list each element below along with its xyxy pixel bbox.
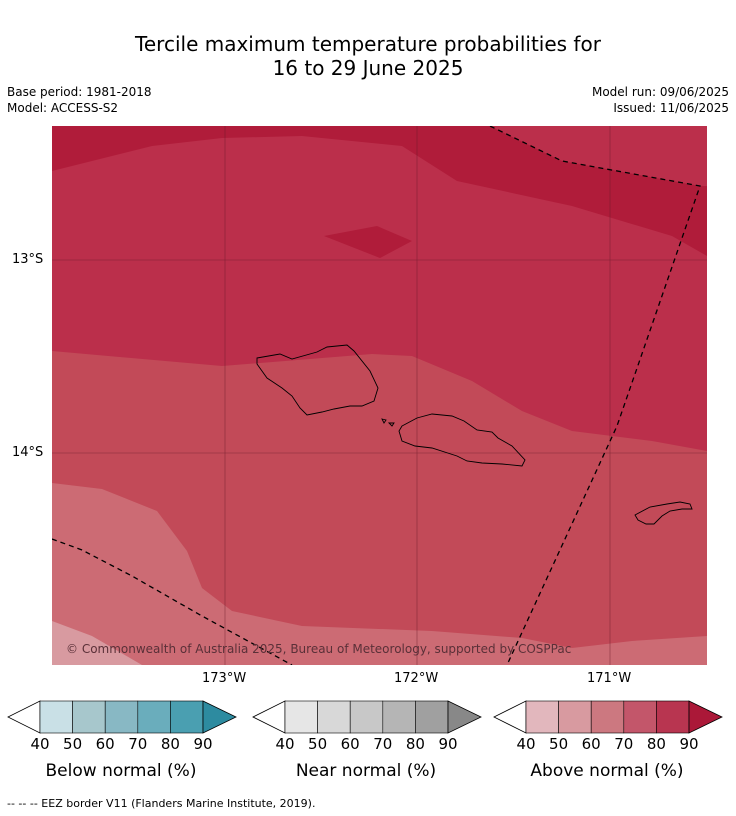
below-normal-colorbar-cell <box>104 700 139 734</box>
island-upolu <box>398 413 526 467</box>
eez-border <box>52 126 701 665</box>
near-normal-colorbar-tick: 60 <box>340 735 360 753</box>
lon-tick-172w: 172°W <box>394 671 439 686</box>
below-normal-colorbar-tick: 70 <box>128 735 148 753</box>
near-normal-label: Near normal (%) <box>295 761 437 781</box>
above-normal-colorbar-high-arrow <box>688 700 723 734</box>
island-apolima <box>387 422 395 427</box>
below-normal-colorbar-low-arrow <box>7 700 41 734</box>
above-normal-colorbar-tick: 80 <box>646 735 666 753</box>
model-name: Model: ACCESS-S2 <box>7 101 119 115</box>
probability-map: © Commonwealth of Australia 2025, Bureau… <box>52 126 707 665</box>
near-normal-colorbar-tick: 40 <box>275 735 295 753</box>
region-above-90-patch <box>324 226 412 258</box>
island-savaii <box>256 344 379 416</box>
lat-tick-14s: 14°S <box>12 445 44 460</box>
eez-border-southwest <box>52 538 293 665</box>
above-normal-colorbar-cell <box>656 700 690 734</box>
above-normal-colorbar-tick: 70 <box>614 735 634 753</box>
near-normal-colorbar-low-arrow <box>252 700 286 734</box>
graticule <box>52 126 707 665</box>
island-manono <box>381 418 387 424</box>
base-period: Base period: 1981-2018 <box>7 85 152 99</box>
lon-tick-173w: 173°W <box>202 671 247 686</box>
below-normal-colorbar-tick: 40 <box>30 735 50 753</box>
map-title-line1: Tercile maximum temperature probabilitie… <box>135 32 601 56</box>
below-normal-colorbar-tick: 50 <box>63 735 83 753</box>
near-normal-colorbar-tick: 70 <box>373 735 393 753</box>
above-normal-colorbar-cell <box>525 700 559 734</box>
near-normal-colorbar-cell <box>382 700 416 734</box>
below-normal-colorbar-cell <box>39 700 73 734</box>
below-normal-colorbar-tick: 80 <box>160 735 180 753</box>
region-above-90-north <box>52 126 707 256</box>
below-normal-colorbar-cell <box>137 700 171 734</box>
above-normal-colorbar-cell <box>558 700 592 734</box>
above-normal-colorbar-low-arrow <box>493 700 527 734</box>
near-normal-colorbar-tick: 80 <box>405 735 425 753</box>
near-normal-colorbar-cell <box>317 700 351 734</box>
issued-date: Issued: 11/06/2025 <box>613 101 729 115</box>
above-normal-colorbar-tick: 60 <box>581 735 601 753</box>
above-normal-label: Above normal (%) <box>530 761 684 781</box>
lon-tick-171w: 171°W <box>587 671 632 686</box>
near-normal-colorbar-cell <box>415 700 449 734</box>
near-normal-colorbar-cell <box>284 700 318 734</box>
eez-footnote: -- -- -- EEZ border V11 (Flanders Marine… <box>7 797 316 810</box>
near-normal-colorbar-high-arrow <box>447 700 482 734</box>
near-normal-colorbar-tick: 50 <box>308 735 328 753</box>
below-normal-label: Below normal (%) <box>45 761 197 781</box>
copyright-text: © Commonwealth of Australia 2025, Bureau… <box>66 642 571 656</box>
below-normal-colorbar-high-arrow <box>202 700 237 734</box>
above-normal-colorbar-tick: 90 <box>679 735 699 753</box>
island-tutuila <box>634 501 693 525</box>
below-normal-colorbar-tick: 60 <box>95 735 115 753</box>
region-above-60 <box>52 483 707 665</box>
above-normal-colorbar-tick: 50 <box>549 735 569 753</box>
above-normal-colorbar-tick: 40 <box>516 735 536 753</box>
colorbars <box>7 700 723 734</box>
lat-tick-13s: 13°S <box>12 252 44 267</box>
above-normal-colorbar-cell <box>590 700 625 734</box>
model-run: Model run: 09/06/2025 <box>591 85 729 99</box>
eez-border-east <box>489 126 701 665</box>
region-above-50 <box>52 621 142 665</box>
map-title-line2: 16 to 29 June 2025 <box>272 56 464 80</box>
below-normal-colorbar-cell <box>72 700 106 734</box>
below-normal-colorbar-tick: 90 <box>193 735 213 753</box>
near-normal-colorbar-cell <box>349 700 384 734</box>
near-normal-colorbar-tick: 90 <box>438 735 458 753</box>
above-normal-colorbar-cell <box>623 700 657 734</box>
below-normal-colorbar-cell <box>170 700 204 734</box>
coastlines <box>256 344 693 525</box>
